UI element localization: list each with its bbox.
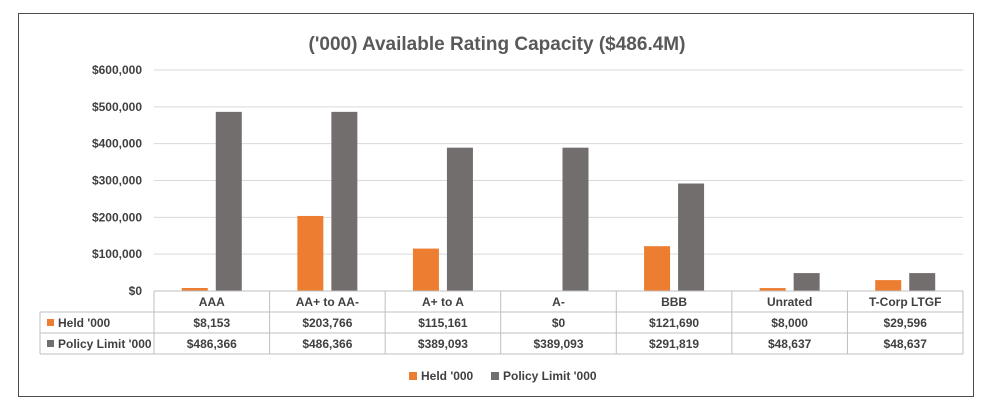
bar-policy-limit bbox=[909, 273, 936, 291]
x-tick-label: AA+ to AA- bbox=[296, 295, 359, 309]
data-label: $389,093 bbox=[533, 337, 583, 351]
bar-policy-limit bbox=[793, 273, 820, 291]
bar-policy-limit bbox=[678, 183, 705, 291]
bar-held bbox=[759, 288, 786, 291]
y-tick-label: $300,000 bbox=[92, 174, 142, 188]
y-tick-label: $600,000 bbox=[92, 63, 142, 77]
bar-held bbox=[875, 280, 902, 291]
x-tick-label: AAA bbox=[199, 295, 225, 309]
y-tick-label: $500,000 bbox=[92, 100, 142, 114]
bar-held bbox=[181, 287, 208, 291]
table-legend-key bbox=[47, 319, 54, 326]
chart-title: ('000) Available Rating Capacity ($486.4… bbox=[309, 34, 686, 55]
bar-held bbox=[644, 246, 671, 291]
legend-key bbox=[409, 372, 417, 380]
legend-key bbox=[491, 372, 499, 380]
x-tick-label: A+ to A bbox=[422, 295, 464, 309]
bar-policy-limit bbox=[331, 111, 358, 291]
data-label: $486,366 bbox=[187, 337, 237, 351]
data-label: $291,819 bbox=[649, 337, 699, 351]
data-label: $8,153 bbox=[193, 316, 230, 330]
data-label: $203,766 bbox=[302, 316, 352, 330]
y-tick-label: $200,000 bbox=[92, 210, 142, 224]
x-tick-label: Unrated bbox=[767, 295, 812, 309]
bar-held bbox=[412, 248, 439, 291]
data-label: $48,637 bbox=[884, 337, 928, 351]
bar-policy-limit bbox=[215, 111, 242, 291]
data-label: $486,366 bbox=[302, 337, 352, 351]
bars bbox=[181, 111, 936, 291]
data-label: $115,161 bbox=[418, 316, 468, 330]
bar-policy-limit bbox=[446, 147, 473, 291]
grid-layer bbox=[154, 69, 963, 292]
data-table: AAA AA+ to AA- A+ to A A- BBB Unrated T-Corp L… bbox=[39, 290, 964, 355]
data-label: $8,000 bbox=[771, 316, 808, 330]
y-tick-label: $400,000 bbox=[92, 137, 142, 151]
bar-policy-limit bbox=[562, 147, 589, 291]
data-label: $0 bbox=[552, 316, 566, 330]
table-series-label: Held '000 bbox=[58, 316, 111, 330]
data-label: $48,637 bbox=[768, 337, 812, 351]
legend-label: Held '000 bbox=[421, 369, 474, 383]
data-label: $29,596 bbox=[884, 316, 928, 330]
y-axis: $0 $100,000 $200,000 $300,000 $400,000 $500,0… bbox=[92, 63, 142, 298]
table-series-label: Policy Limit '000 bbox=[58, 337, 152, 351]
legend-label: Policy Limit '000 bbox=[503, 369, 597, 383]
data-label: $389,093 bbox=[418, 337, 468, 351]
x-tick-label: A- bbox=[552, 295, 565, 309]
data-label: $121,690 bbox=[649, 316, 699, 330]
x-tick-label: BBB bbox=[661, 295, 687, 309]
y-tick-label: $0 bbox=[129, 284, 143, 298]
table-legend-key bbox=[47, 340, 54, 347]
bar-held bbox=[297, 215, 324, 291]
legend: Held '000 Policy Limit '000 bbox=[409, 369, 597, 383]
x-tick-label: T-Corp LTGF bbox=[869, 295, 941, 309]
y-tick-label: $100,000 bbox=[92, 247, 142, 261]
